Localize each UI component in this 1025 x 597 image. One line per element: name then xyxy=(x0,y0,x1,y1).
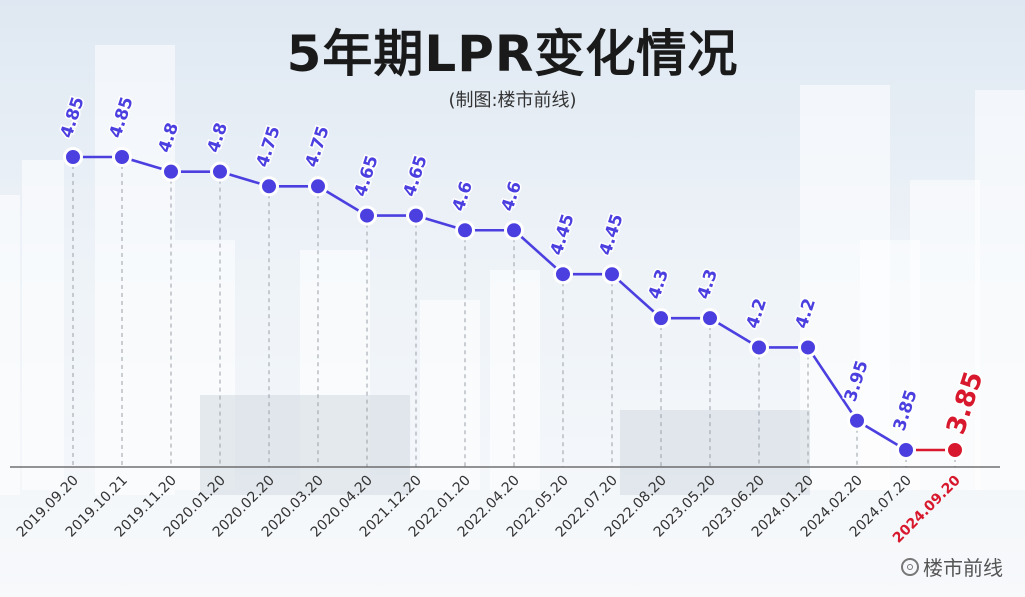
data-point xyxy=(308,176,328,197)
watermark-text: 楼市前线 xyxy=(923,556,1003,580)
series-segment xyxy=(806,346,859,422)
data-point xyxy=(798,337,818,358)
x-tick-labels: 2019.09.202019.10.212019.11.202020.01.20… xyxy=(14,472,964,546)
data-point xyxy=(112,147,132,167)
data-point xyxy=(651,308,671,329)
data-label: 4.8 xyxy=(204,120,232,155)
data-label: 4.6 xyxy=(498,179,526,214)
data-label: 4.45 xyxy=(547,212,579,258)
data-label: 3.85 xyxy=(941,368,989,438)
data-label: 3.95 xyxy=(841,358,873,404)
data-point xyxy=(749,337,769,358)
data-point xyxy=(406,205,426,226)
data-point xyxy=(504,220,524,241)
data-point xyxy=(210,161,230,182)
data-label: 4.6 xyxy=(449,179,477,214)
data-point xyxy=(700,308,720,329)
data-label: 4.3 xyxy=(645,267,673,302)
data-label: 4.2 xyxy=(792,296,820,331)
series-segment xyxy=(513,229,564,276)
data-label: 4.65 xyxy=(351,153,383,199)
chart-title: 5年期LPR变化情况 xyxy=(286,25,739,83)
data-labels: 4.85 4.85 4.8 4.8 4.75 4.754.65 4.65 4.6 4.64.45… xyxy=(55,93,991,440)
series-segment xyxy=(611,273,662,320)
data-point xyxy=(847,410,867,431)
data-label: 4.75 xyxy=(302,124,334,170)
watermark: 楼市前线 xyxy=(901,552,1003,581)
data-point xyxy=(259,176,279,197)
data-point xyxy=(161,161,181,182)
data-point xyxy=(357,205,377,226)
chart-subtitle: (制图:楼市前线) xyxy=(448,90,577,111)
data-label: 4.45 xyxy=(596,212,628,258)
data-point xyxy=(63,147,83,167)
data-label: 4.2 xyxy=(743,296,771,331)
vertical-guides xyxy=(72,157,956,467)
data-point xyxy=(553,264,573,285)
data-point xyxy=(896,440,916,460)
series-points xyxy=(63,147,965,460)
data-point xyxy=(455,220,475,241)
data-label: 4.3 xyxy=(694,267,722,302)
data-label: 4.65 xyxy=(400,153,432,199)
data-label: 4.8 xyxy=(155,120,183,155)
at-icon xyxy=(901,557,919,576)
data-label: 4.75 xyxy=(253,124,285,170)
data-label: 3.85 xyxy=(890,387,922,433)
data-point xyxy=(945,440,965,460)
data-point xyxy=(602,264,622,285)
